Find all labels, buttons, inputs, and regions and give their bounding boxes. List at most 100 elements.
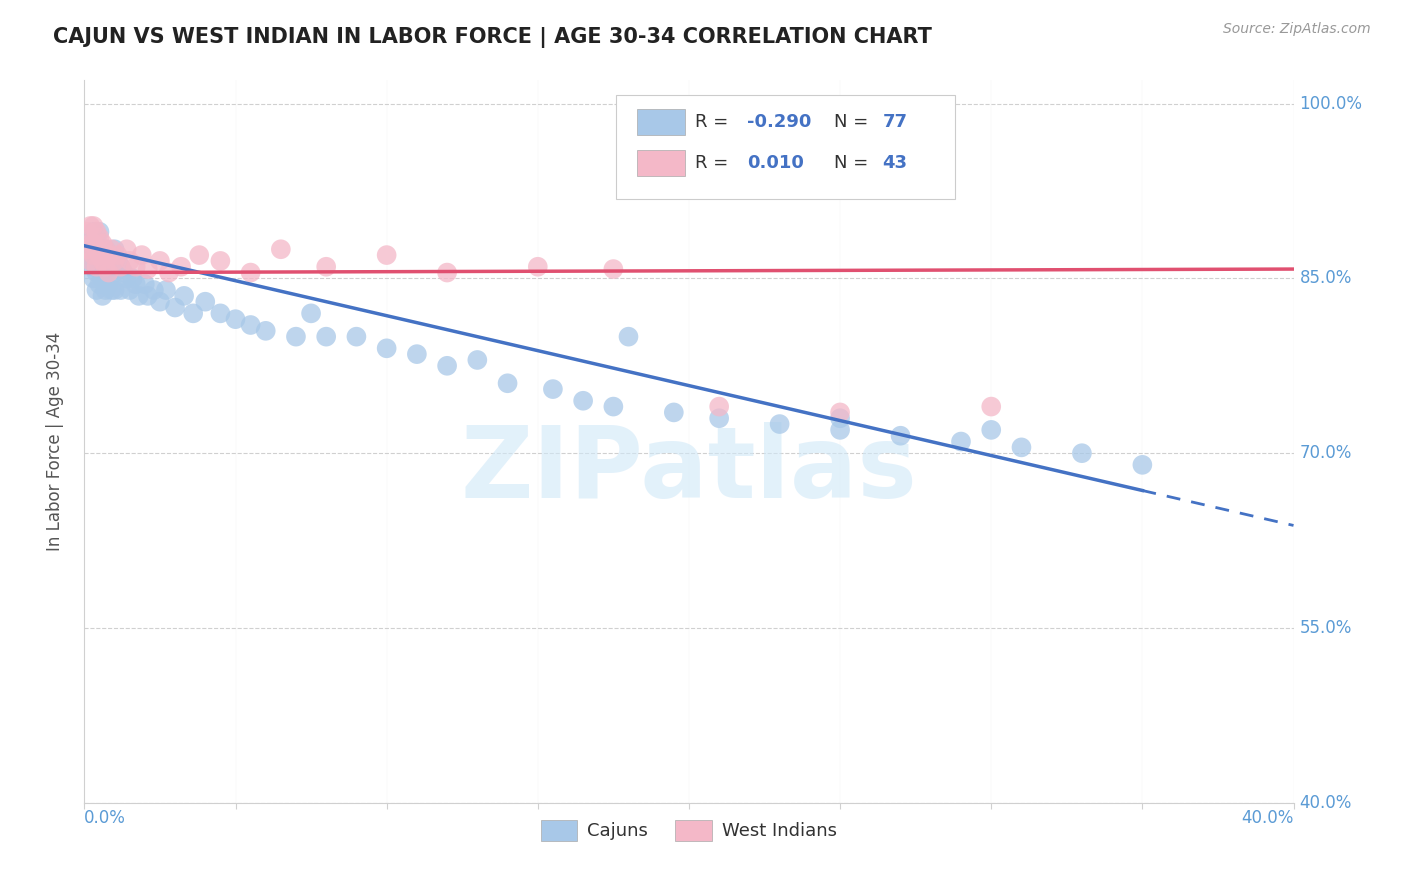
Point [239, 318, 262, 332]
Point [830, 411, 852, 425]
Point [79, 236, 101, 251]
Point [107, 254, 129, 268]
FancyBboxPatch shape [616, 95, 955, 200]
Point [980, 423, 1002, 437]
Point [97, 277, 120, 292]
Point [157, 266, 180, 280]
Point [94, 266, 117, 280]
Point [89, 242, 111, 256]
Point [121, 271, 143, 285]
Point [142, 283, 165, 297]
Point [110, 283, 132, 297]
Point [76, 242, 98, 256]
Point [527, 260, 550, 274]
Y-axis label: In Labor Force | Age 30-34: In Labor Force | Age 30-34 [45, 332, 63, 551]
Point [209, 254, 232, 268]
Point [89, 260, 111, 274]
Point [830, 423, 852, 437]
Point [82, 225, 104, 239]
Text: ZIPatlas: ZIPatlas [461, 422, 917, 519]
Point [170, 260, 193, 274]
Point [91, 254, 114, 268]
Point [375, 248, 398, 262]
Point [406, 347, 429, 361]
Point [104, 254, 127, 268]
Point [82, 248, 104, 262]
Text: 70.0%: 70.0% [1299, 444, 1353, 462]
Point [110, 260, 132, 274]
Text: R =: R = [695, 154, 734, 172]
Point [830, 405, 852, 419]
Point [254, 324, 277, 338]
Point [149, 294, 172, 309]
Point [79, 236, 101, 251]
Point [76, 242, 98, 256]
Point [209, 306, 232, 320]
Text: N =: N = [834, 154, 875, 172]
Point [79, 219, 101, 233]
Point [128, 289, 150, 303]
Point [165, 301, 187, 315]
Point [346, 329, 368, 343]
Bar [637, 109, 685, 136]
Point [115, 271, 138, 285]
Point [104, 283, 127, 297]
Point [662, 405, 685, 419]
Point [315, 329, 337, 343]
Text: R =: R = [695, 113, 734, 131]
Point [76, 248, 98, 262]
Point [134, 277, 156, 292]
Point [155, 283, 177, 297]
Point [91, 254, 114, 268]
Point [239, 266, 262, 280]
Point [125, 277, 148, 292]
Point [285, 329, 308, 343]
Point [602, 262, 624, 277]
Point [79, 254, 101, 268]
Point [97, 248, 120, 262]
Point [541, 382, 564, 396]
Point [79, 230, 101, 244]
Point [436, 359, 458, 373]
Text: -0.290: -0.290 [747, 113, 811, 131]
Point [94, 260, 117, 274]
Point [496, 376, 519, 391]
Point [1011, 441, 1033, 455]
Point [107, 248, 129, 262]
Point [94, 283, 117, 297]
Point [104, 242, 127, 256]
Text: 100.0%: 100.0% [1299, 95, 1362, 112]
Point [112, 266, 135, 280]
Point [100, 242, 122, 256]
Point [82, 219, 104, 233]
Point [890, 428, 912, 442]
Text: N =: N = [834, 113, 875, 131]
Point [131, 248, 153, 262]
Point [118, 254, 141, 268]
Point [1130, 458, 1153, 472]
Point [136, 289, 159, 303]
Point [86, 225, 108, 239]
Point [225, 312, 247, 326]
Point [100, 260, 122, 274]
Point [91, 289, 114, 303]
Point [86, 248, 108, 262]
Point [100, 283, 122, 297]
Point [86, 283, 108, 297]
Text: 43: 43 [883, 154, 907, 172]
Text: 40.0%: 40.0% [1241, 809, 1294, 827]
Point [136, 262, 159, 277]
Point [602, 400, 624, 414]
Point [149, 254, 172, 268]
Point [315, 260, 337, 274]
Point [89, 248, 111, 262]
Point [617, 329, 640, 343]
Point [86, 266, 108, 280]
Point [436, 266, 458, 280]
Point [375, 341, 398, 355]
Point [125, 260, 148, 274]
Point [89, 277, 111, 292]
Point [82, 242, 104, 256]
Point [86, 260, 108, 274]
Point [76, 225, 98, 239]
